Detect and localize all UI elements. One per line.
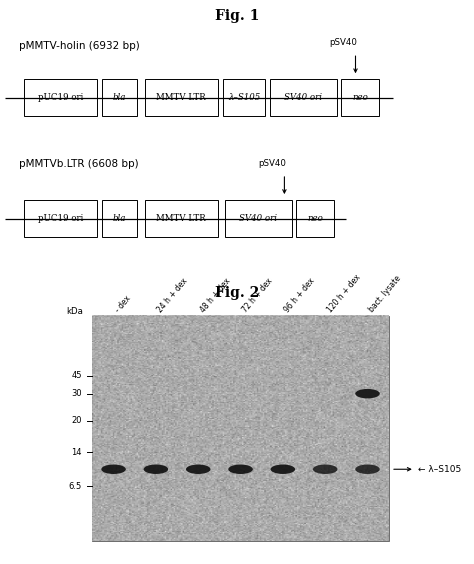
- Ellipse shape: [313, 465, 337, 474]
- Text: bact. lysate: bact. lysate: [367, 274, 403, 315]
- Text: SV40 ori: SV40 ori: [239, 214, 277, 223]
- Text: 14: 14: [72, 448, 82, 457]
- Text: 96 h + dex: 96 h + dex: [283, 276, 317, 315]
- Text: pMMTV-holin (6932 bp): pMMTV-holin (6932 bp): [19, 41, 140, 51]
- Bar: [296, 200, 334, 237]
- Text: 45: 45: [72, 371, 82, 380]
- Ellipse shape: [355, 389, 380, 398]
- Ellipse shape: [271, 465, 295, 474]
- Ellipse shape: [355, 465, 380, 474]
- Bar: [270, 79, 337, 117]
- Text: - dex: - dex: [114, 294, 133, 315]
- Bar: [341, 79, 379, 117]
- Text: neo: neo: [307, 214, 323, 223]
- Text: ← λ–S105: ← λ–S105: [418, 465, 461, 474]
- Text: kDa: kDa: [66, 307, 83, 316]
- Text: bla: bla: [113, 214, 127, 223]
- Text: 24 h + dex: 24 h + dex: [156, 276, 190, 315]
- Text: MMTV LTR: MMTV LTR: [156, 214, 206, 223]
- Text: 30: 30: [72, 389, 82, 398]
- Bar: [24, 79, 97, 117]
- Bar: [92, 316, 389, 541]
- Text: Fig. 1: Fig. 1: [215, 8, 259, 23]
- Text: 120 h + dex: 120 h + dex: [325, 273, 362, 315]
- Text: SV40 ori: SV40 ori: [284, 93, 322, 102]
- Bar: [102, 200, 137, 237]
- Text: pSV40: pSV40: [329, 38, 357, 47]
- Text: pUC19 ori: pUC19 ori: [38, 93, 83, 102]
- Text: pUC19 ori: pUC19 ori: [38, 214, 83, 223]
- Text: 20: 20: [72, 416, 82, 425]
- Bar: [145, 200, 218, 237]
- Text: Fig. 2: Fig. 2: [215, 287, 259, 300]
- Bar: [145, 79, 218, 117]
- Bar: [102, 79, 137, 117]
- Bar: [24, 200, 97, 237]
- Text: neo: neo: [352, 93, 368, 102]
- Text: MMTV LTR: MMTV LTR: [156, 93, 206, 102]
- Ellipse shape: [228, 465, 253, 474]
- Ellipse shape: [186, 465, 210, 474]
- Bar: [223, 79, 265, 117]
- Ellipse shape: [144, 465, 168, 474]
- Text: λ–S105: λ–S105: [228, 93, 260, 102]
- Text: pSV40: pSV40: [258, 159, 286, 168]
- Text: bla: bla: [113, 93, 127, 102]
- Ellipse shape: [101, 465, 126, 474]
- Bar: [225, 200, 292, 237]
- Text: 72 h + dex: 72 h + dex: [241, 276, 274, 315]
- Text: pMMTVb.LTR (6608 bp): pMMTVb.LTR (6608 bp): [19, 159, 138, 169]
- Text: 48 h + dex: 48 h + dex: [198, 276, 232, 315]
- Text: 6.5: 6.5: [69, 482, 82, 491]
